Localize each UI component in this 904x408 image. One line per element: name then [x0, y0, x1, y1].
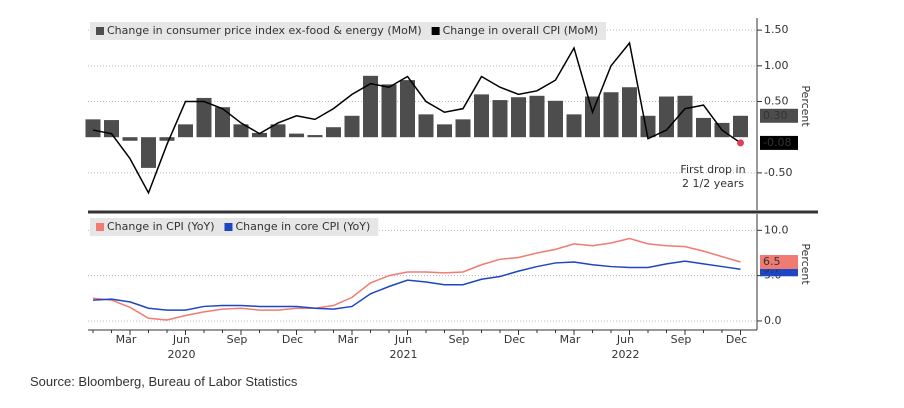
bar	[529, 95, 545, 138]
bar	[233, 124, 249, 138]
x-tick-label: Jun	[616, 333, 634, 346]
y-tick-label: 1.00	[764, 59, 789, 72]
bar	[363, 75, 378, 138]
bar	[566, 114, 582, 138]
x-tick-label: Dec	[726, 333, 747, 346]
bar	[474, 94, 489, 138]
bar	[622, 87, 637, 138]
x-year-label: 2022	[612, 348, 640, 361]
bar	[603, 92, 619, 138]
x-tick-label: Mar	[338, 333, 359, 346]
bar	[326, 127, 341, 138]
x-tick-label: Jun	[172, 333, 190, 346]
bar	[85, 119, 101, 138]
bar	[492, 100, 508, 138]
bar	[344, 115, 360, 138]
bar	[215, 107, 230, 138]
source: Source: Bloomberg, Bureau of Labor Stati…	[30, 374, 298, 389]
value-label-box	[760, 255, 798, 270]
legend-label: Change in consumer price index ex-food &…	[107, 24, 422, 37]
bar	[640, 115, 656, 138]
legend-bg	[90, 218, 379, 236]
bar	[585, 96, 600, 138]
bar	[122, 137, 138, 141]
x-tick-label: Jun	[394, 333, 412, 346]
value-label: 0.30	[763, 109, 788, 122]
line	[92, 41, 741, 195]
legend-swatch	[96, 223, 104, 231]
bar	[307, 135, 323, 138]
legend-label: Change in CPI (YoY)	[107, 220, 214, 233]
x-tick-label: Sep	[227, 333, 248, 346]
legend-label: Change in overall CPI (MoM)	[443, 24, 598, 37]
x-tick-label: Mar	[116, 333, 137, 346]
bar	[381, 84, 397, 138]
bar	[677, 95, 693, 138]
y-tick-label: 10.0	[764, 223, 789, 236]
bar	[696, 117, 711, 138]
bar	[289, 133, 304, 138]
axis-label: Percent	[799, 85, 812, 127]
x-tick-label: Sep	[449, 333, 470, 346]
y-tick-label: -0.50	[764, 166, 792, 179]
bar	[455, 119, 471, 138]
legend-label: Change in core CPI (YoY)	[235, 220, 370, 233]
value-label-box	[760, 108, 798, 123]
value-label-box	[760, 135, 798, 150]
annotation: First drop in	[680, 163, 745, 176]
bar	[141, 137, 156, 168]
bar	[178, 124, 193, 138]
bar	[270, 124, 286, 138]
legend-bg	[90, 22, 606, 40]
bar	[252, 132, 267, 138]
x-year-label: 2020	[168, 348, 196, 361]
bar	[400, 80, 415, 138]
y-tick-label: 0.50	[764, 95, 789, 108]
x-tick-label: Mar	[560, 333, 581, 346]
x-tick-label: Dec	[504, 333, 525, 346]
bar	[196, 97, 212, 138]
legend-swatch	[224, 223, 233, 231]
line	[92, 237, 741, 321]
bar	[159, 137, 175, 141]
x-tick-label: Sep	[671, 333, 692, 346]
x-year-label: 2021	[390, 348, 418, 361]
chart: 1.50 1.00 0.50 -0.50 Percent Change in consum…	[85, 18, 818, 361]
bar	[733, 115, 748, 138]
value-label: 6.5	[763, 255, 781, 268]
bar	[437, 124, 452, 138]
axis-label: Percent	[799, 243, 812, 285]
value-label: -0.08	[763, 136, 791, 149]
bar	[548, 100, 563, 138]
line	[92, 260, 741, 311]
x-tick-label: Dec	[282, 333, 303, 346]
y-tick-label: 1.50	[764, 23, 789, 36]
y-tick-label: 0.0	[764, 314, 782, 327]
legend-swatch	[431, 27, 440, 35]
annotation: 2 1/2 years	[682, 177, 744, 190]
bar	[511, 97, 526, 138]
legend-swatch	[96, 27, 104, 35]
annotation-dot	[737, 139, 744, 147]
bar	[418, 114, 434, 138]
bar	[659, 96, 674, 138]
